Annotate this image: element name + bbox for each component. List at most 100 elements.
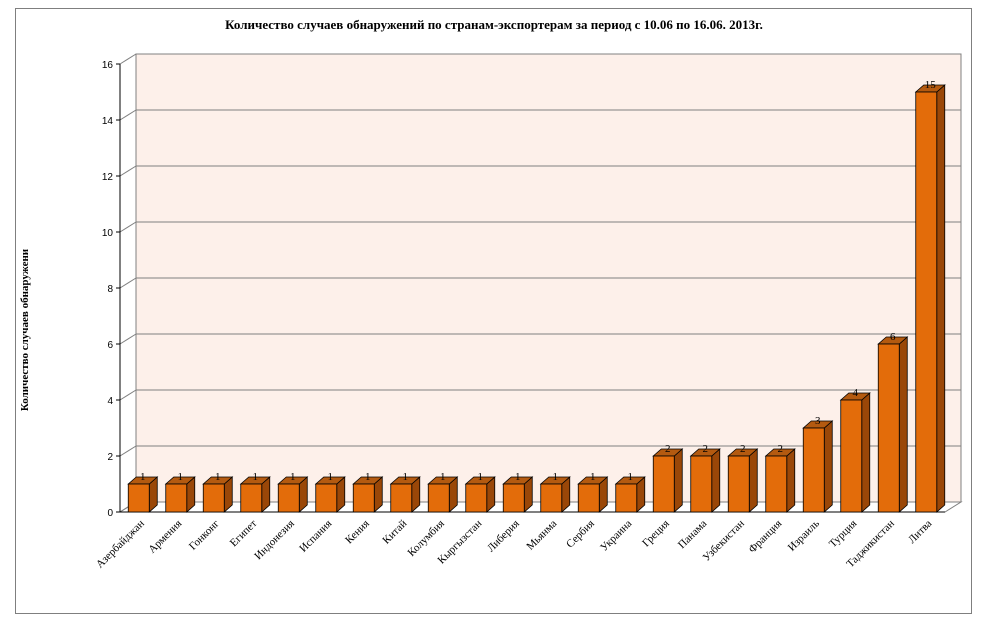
data-label: 1 [253,471,259,483]
bar-front [277,483,300,513]
bar-front [315,483,338,513]
gridline-side [119,109,137,121]
bar [727,448,759,513]
bar-front [765,455,788,513]
bar-side [673,448,683,513]
bar-front [390,483,413,513]
bar [652,448,684,513]
bar-front [577,483,600,513]
data-label: 1 [515,471,521,483]
bar-front [690,455,713,513]
bar-side [823,420,833,513]
chart-title: Количество случаев обнаружений по страна… [225,17,763,32]
x-tick-label: Армения [146,518,184,556]
data-label: 15 [925,79,937,91]
y-tick-label: 0 [107,508,113,519]
bar-front [840,399,863,513]
bar [277,476,309,513]
data-label: 1 [215,471,221,483]
bar [239,476,271,513]
data-label: 2 [740,443,746,455]
bar-side [748,448,758,513]
gridline-side [119,277,137,289]
gridline-side [119,389,137,401]
data-label: 1 [178,471,184,483]
gridline-side [119,53,137,65]
x-tick-label: Турция [827,518,860,551]
x-tick-label: Индонезия [252,518,297,563]
bar [464,476,496,513]
bar-side [936,84,946,513]
bar-front [915,91,938,513]
bar [614,476,646,513]
data-label: 1 [403,471,409,483]
x-tick-label: Мьянма [524,518,559,553]
bar [914,84,946,513]
x-tick-label: Китай [380,518,409,547]
data-label: 1 [553,471,559,483]
bar [352,476,384,513]
y-tick-label: 12 [102,172,114,183]
y-tick-label: 4 [107,396,113,407]
y-tick-label: 8 [107,284,113,295]
data-label: 2 [703,443,709,455]
bar [389,476,421,513]
gridline-side [119,333,137,345]
data-label: 1 [478,471,484,483]
bar [502,476,534,513]
y-tick-label: 2 [107,452,113,463]
y-tick-label: 14 [102,116,114,127]
data-label: 6 [890,331,896,343]
bar [577,476,609,513]
bar-front [427,483,450,513]
bar-front [652,455,675,513]
bar [127,476,159,513]
bar-side [786,448,796,513]
x-tick-label: Израиль [786,518,822,554]
bar-front [540,483,563,513]
bar-front [802,427,825,513]
data-label: 3 [815,415,821,427]
bar [764,448,796,513]
data-label: 2 [665,443,671,455]
bar [839,392,871,513]
bar-side [711,448,721,513]
data-label: 1 [328,471,334,483]
x-tick-label: Панама [676,518,710,552]
x-tick-label: Либерия [485,518,522,555]
x-tick-label: Кения [343,518,372,547]
bar-front [465,483,488,513]
bar [689,448,721,513]
x-tick-label: Сербия [564,518,597,551]
bar-front [127,483,150,513]
data-label: 1 [440,471,446,483]
bar-front [352,483,375,513]
data-label: 1 [590,471,596,483]
bar [539,476,571,513]
bar-side [861,392,871,513]
x-tick-label: Египет [228,518,260,550]
bar-front [165,483,188,513]
bar-front [877,343,900,513]
x-tick-label: Гонконг [187,517,222,552]
y-tick-label: 6 [107,340,113,351]
data-label: 4 [853,387,859,399]
gridline-side [119,221,137,233]
data-label: 1 [290,471,296,483]
bar-front [240,483,263,513]
bar-front [502,483,525,513]
bar [802,420,834,513]
bar-side [898,336,908,513]
bar [164,476,196,513]
bar-front [202,483,225,513]
y-tick-label: 16 [102,60,114,71]
x-tick-label: Франция [746,518,784,556]
bar-front [615,483,638,513]
x-tick-label: Украина [598,518,634,554]
data-label: 2 [778,443,784,455]
data-label: 1 [140,471,146,483]
x-tick-label: Азербайджан [94,518,147,571]
gridline-side [119,165,137,177]
data-label: 1 [365,471,371,483]
